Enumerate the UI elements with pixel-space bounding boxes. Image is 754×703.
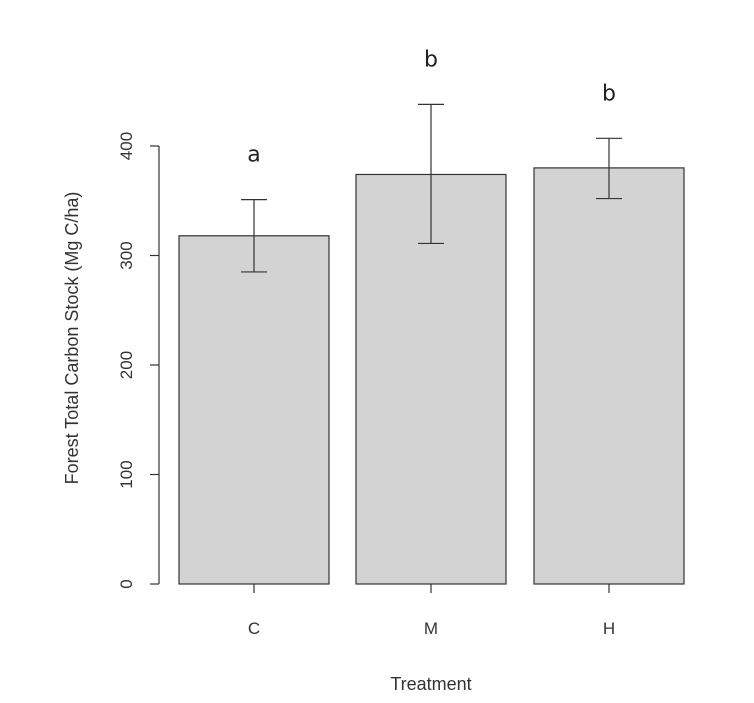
- error-bar-h: [596, 137, 622, 200]
- y-axis-tick-label: 100: [117, 460, 136, 488]
- error-bar-c: [241, 199, 267, 273]
- y-axis-tick-label: 300: [117, 241, 136, 269]
- significance-label-m: b: [424, 47, 438, 72]
- bar-h: [533, 167, 685, 585]
- x-axis-tick-label: C: [248, 619, 260, 638]
- x-axis-title: Treatment: [390, 674, 471, 694]
- x-axis-tick-label: M: [424, 619, 438, 638]
- y-axis-tick-label: 400: [117, 132, 136, 160]
- significance-label-c: a: [247, 143, 260, 168]
- bars: a b b: [178, 47, 685, 585]
- y-axis-tick-label: 0: [117, 579, 136, 588]
- y-axis: 0 100 200 300 400: [117, 132, 160, 589]
- bar-c: [178, 235, 330, 585]
- x-axis-tick-label: H: [603, 619, 615, 638]
- y-axis-title: Forest Total Carbon Stock (Mg C/ha): [62, 192, 82, 485]
- error-bar-m: [418, 103, 444, 245]
- significance-label-h: b: [602, 81, 616, 106]
- y-axis-tick-label: 200: [117, 351, 136, 379]
